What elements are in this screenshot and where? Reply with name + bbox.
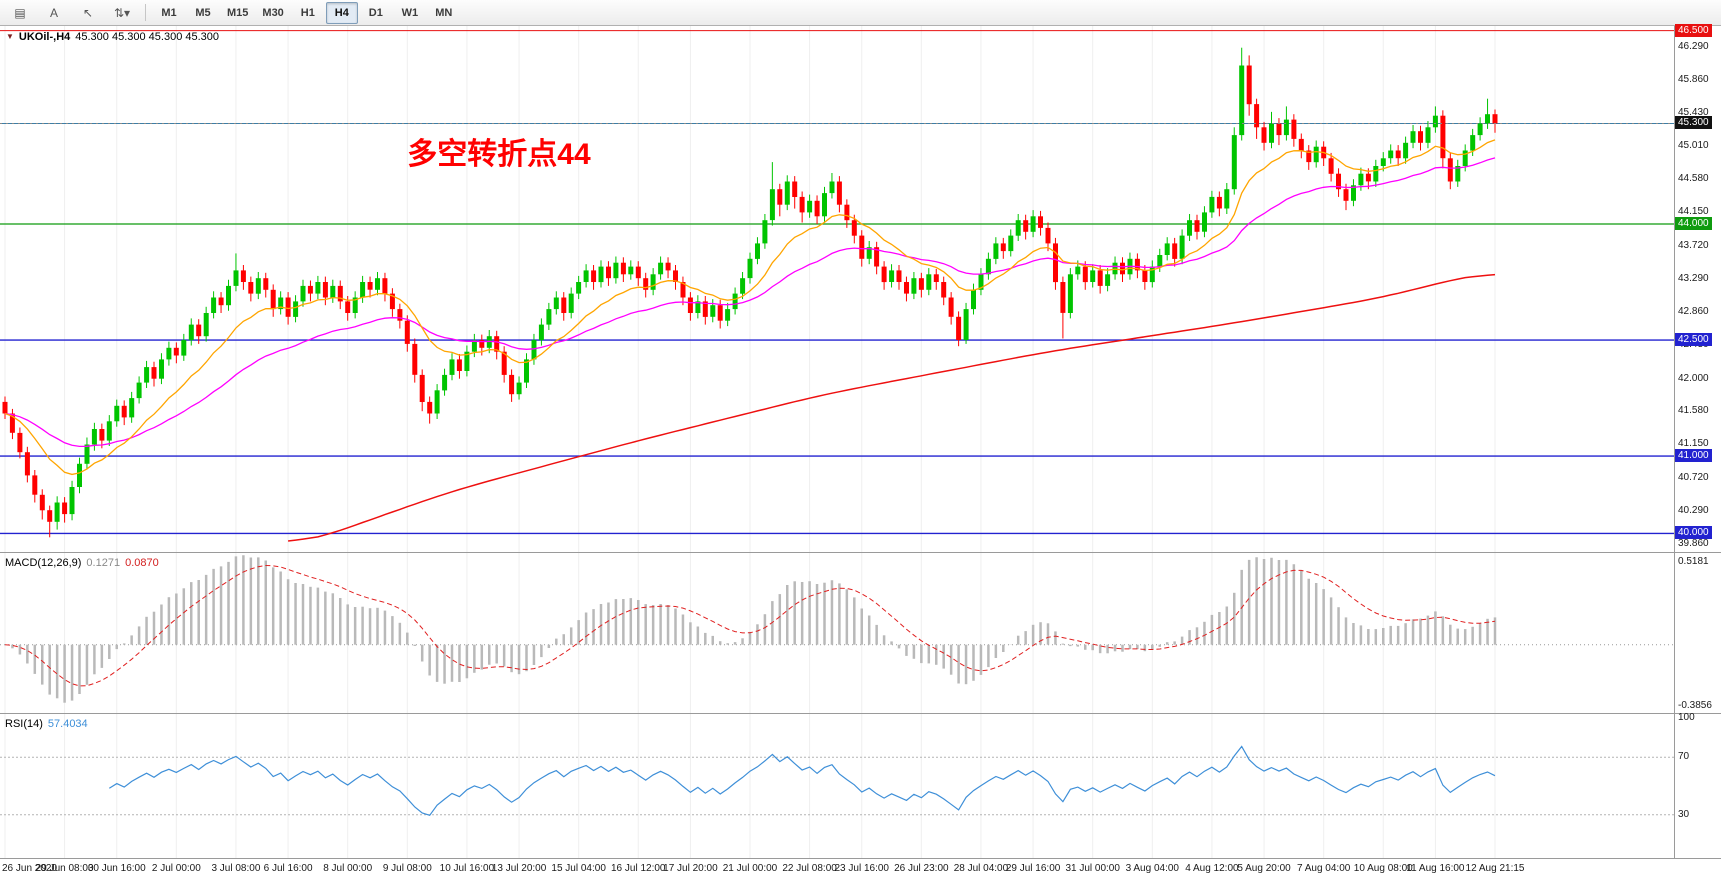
- timeframe-button-m30[interactable]: M30: [262, 6, 284, 19]
- toolbar: ▤ A ↖ ⇅▾ M1 M5 M15 M30 H1 H4 D1 W1 MN: [0, 0, 1721, 26]
- price-tick: 41.580: [1678, 405, 1709, 417]
- time-label: 23 Jul 16:00: [834, 863, 890, 874]
- macd-histogram: [11, 555, 1497, 703]
- time-label: 21 Jul 00:00: [722, 863, 778, 874]
- candles: [2, 47, 1498, 538]
- pane-separator[interactable]: [0, 552, 1721, 553]
- rsi-line: [108, 745, 1496, 816]
- scale-toggle-icon[interactable]: ⇅▾: [113, 5, 131, 20]
- rsi-value: 57.4034: [47, 718, 88, 730]
- time-label: 9 Jul 08:00: [382, 863, 432, 874]
- time-label: 22 Jul 08:00: [782, 863, 837, 874]
- price-badge-44.000: 44.000: [1675, 217, 1712, 231]
- symbol-name: UKOil-,H4: [18, 31, 71, 43]
- time-label: 6 Jul 16:00: [263, 863, 313, 874]
- price-badge-41.000: 41.000: [1675, 449, 1712, 463]
- time-label: 5 Aug 20:00: [1237, 863, 1291, 874]
- grid-lines: [4, 714, 1496, 858]
- pane-separator[interactable]: [0, 858, 1721, 859]
- pane-separator[interactable]: [0, 713, 1721, 714]
- price-tick: 42.000: [1678, 372, 1709, 384]
- time-label: 11 Aug 16:00: [1406, 863, 1465, 874]
- time-label: 3 Jul 08:00: [211, 863, 261, 874]
- time-label: 30 Jun 16:00: [87, 863, 146, 874]
- rsi-scale-level: 30: [1678, 808, 1690, 820]
- macd-scale-min: -0.3856: [1678, 700, 1712, 711]
- chart-window-icon[interactable]: ▤: [14, 5, 26, 20]
- price-badge-46.500: 46.500: [1675, 23, 1712, 37]
- timeframe-button-m5[interactable]: M5: [195, 6, 211, 19]
- timeframe-button-h4[interactable]: H4: [325, 1, 358, 24]
- price-tick: 42.860: [1678, 306, 1709, 318]
- price-tick: 45.430: [1678, 107, 1709, 119]
- rsi-indicator-pane[interactable]: [0, 714, 1674, 858]
- price-axis[interactable]: 46.290 45.860 45.430 45.010 44.580 44.150 43.7…: [1675, 23, 1721, 859]
- rsi-scale-level: 70: [1678, 751, 1690, 763]
- timeframe-button-d1[interactable]: D1: [368, 6, 383, 19]
- symbol-marker-icon: ▼: [6, 32, 14, 41]
- time-label: 12 Aug 21:15: [1465, 863, 1525, 874]
- macd-signal-value: 0.0870: [125, 557, 159, 569]
- price-badge-42.500: 42.500: [1675, 333, 1712, 347]
- time-label: 4 Aug 12:00: [1185, 863, 1239, 874]
- price-badge-45.300: 45.300: [1675, 116, 1712, 130]
- annotation-text[interactable]: 多空转折点44: [407, 138, 591, 171]
- time-label: 7 Aug 04:00: [1296, 863, 1351, 874]
- timeframe-button-w1[interactable]: W1: [401, 6, 419, 19]
- time-label: 2 Jul 00:00: [151, 863, 201, 874]
- price-tick: 40.720: [1678, 471, 1709, 483]
- macd-name: MACD(12,26,9): [5, 557, 82, 569]
- rsi-scale-top: 100: [1678, 712, 1695, 723]
- price-badge-40.000: 40.000: [1675, 526, 1712, 540]
- time-label: 8 Jul 00:00: [323, 863, 373, 874]
- time-label: 29 Jul 16:00: [1005, 863, 1061, 874]
- time-label: 16 Jul 12:00: [611, 863, 666, 874]
- price-tick: 43.290: [1678, 272, 1709, 284]
- timeframe-button-mn[interactable]: MN: [435, 6, 453, 19]
- time-label: 15 Jul 04:00: [551, 863, 606, 874]
- price-tick: 44.580: [1678, 173, 1709, 185]
- price-axis-border: [1674, 26, 1675, 859]
- macd-scale-max: 0.5181: [1678, 556, 1709, 567]
- toolbar-separator: [145, 4, 146, 21]
- symbol-label: ▼ UKOil-,H4 45.300 45.300 45.300 45.300: [6, 31, 219, 43]
- price-tick: 39.860: [1678, 538, 1709, 550]
- price-tick: 43.720: [1678, 239, 1709, 251]
- rsi-label: RSI(14) 57.4034: [5, 718, 88, 730]
- time-label: 31 Jul 00:00: [1065, 863, 1120, 874]
- macd-indicator-pane[interactable]: [0, 553, 1674, 713]
- main-chart-pane[interactable]: 多空转折点44: [0, 26, 1674, 552]
- time-axis[interactable]: 26 Jun 2020 29 Jun 08:00 30 Jun 16:00 2 Jul…: [0, 859, 1721, 891]
- macd-label: MACD(12,26,9) 0.1271 0.0870: [5, 557, 159, 569]
- price-tick: 40.290: [1678, 505, 1709, 516]
- timeframe-button-m1[interactable]: M1: [161, 6, 177, 19]
- time-label: 10 Aug 08:00: [1353, 863, 1413, 874]
- price-tick: 41.150: [1678, 438, 1709, 450]
- symbol-ohlc: 45.300 45.300 45.300 45.300: [75, 31, 220, 43]
- timeframe-button-m15[interactable]: M15: [227, 6, 249, 19]
- macd-signal-line: [4, 564, 1496, 687]
- ma-fast-line: [4, 139, 1496, 476]
- time-label: 17 Jul 20:00: [663, 863, 718, 874]
- rsi-name: RSI(14): [5, 718, 43, 730]
- time-label: 26 Jun 2020: [2, 863, 58, 874]
- price-tick: 45.860: [1678, 74, 1709, 86]
- time-label: 28 Jul 04:00: [953, 863, 1009, 874]
- timeframe-button-h1[interactable]: H1: [300, 6, 315, 19]
- ma-slow-line: [288, 273, 1496, 542]
- price-tick: 46.290: [1678, 40, 1709, 52]
- time-label: 26 Jul 23:00: [894, 863, 949, 874]
- price-tick: 45.010: [1678, 139, 1709, 151]
- cursor-tool-icon[interactable]: ↖: [82, 5, 94, 20]
- ma-mid-line: [4, 157, 1496, 448]
- time-label: 29 Jun 08:00: [35, 863, 94, 874]
- time-label: 13 Jul 20:00: [491, 863, 547, 874]
- time-label: 3 Aug 04:00: [1125, 863, 1179, 874]
- macd-main-value: 0.1271: [86, 557, 121, 569]
- text-annotation-icon[interactable]: A: [49, 5, 58, 20]
- time-label: 10 Jul 16:00: [439, 863, 495, 874]
- price-tick: 44.150: [1678, 206, 1709, 218]
